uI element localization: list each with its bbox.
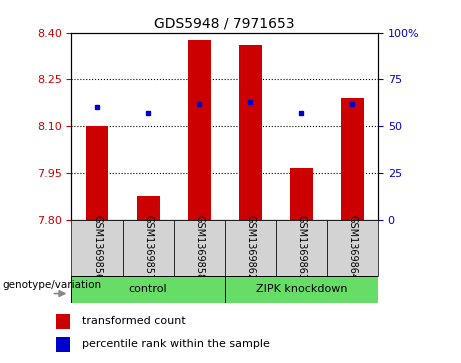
Text: percentile rank within the sample: percentile rank within the sample [83,339,270,349]
Bar [327,220,378,276]
Text: GSM1369864: GSM1369864 [348,215,357,280]
Text: GSM1369863: GSM1369863 [296,215,307,280]
Bar [341,98,364,220]
Text: GSM1369862: GSM1369862 [245,215,255,280]
Bar [174,220,225,276]
Bar [56,314,70,329]
Bar [123,220,174,276]
Bar [56,337,70,352]
Bar [188,40,211,220]
Bar [71,220,123,276]
Text: GSM1369858: GSM1369858 [194,215,204,280]
Bar [85,126,108,220]
Bar [71,276,225,303]
Text: control: control [129,285,167,294]
Text: GSM1369856: GSM1369856 [92,215,102,280]
Bar [225,220,276,276]
Bar [276,220,327,276]
Text: genotype/variation: genotype/variation [2,280,101,290]
Bar [239,45,262,220]
Title: GDS5948 / 7971653: GDS5948 / 7971653 [154,16,295,30]
Bar [225,276,378,303]
Text: ZIPK knockdown: ZIPK knockdown [256,285,347,294]
Bar [136,196,160,220]
Text: GSM1369857: GSM1369857 [143,215,153,280]
Bar [290,168,313,220]
Text: transformed count: transformed count [83,316,186,326]
